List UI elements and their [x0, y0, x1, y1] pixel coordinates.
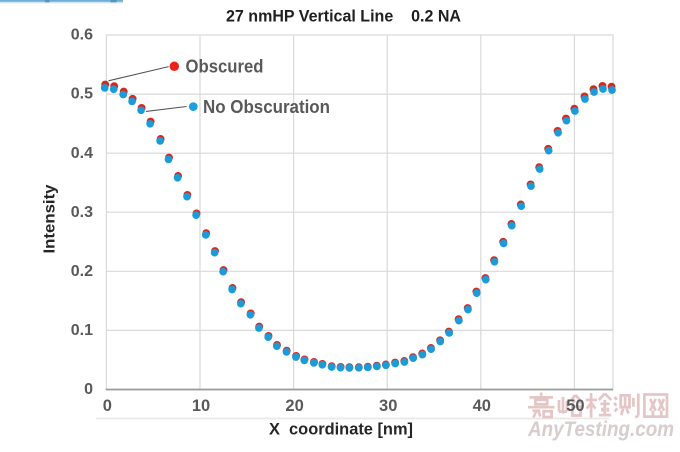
svg-text:No Obscuration: No Obscuration: [203, 97, 330, 117]
svg-text:20: 20: [285, 397, 303, 415]
svg-text:0.1: 0.1: [71, 322, 93, 339]
svg-text:0.5: 0.5: [71, 86, 93, 103]
svg-text:0.6: 0.6: [71, 27, 93, 44]
svg-text:0.2: 0.2: [71, 263, 93, 280]
svg-text:40: 40: [473, 397, 491, 415]
svg-text:X coordinate [nm]: X coordinate [nm]: [269, 420, 413, 439]
svg-text:0.4: 0.4: [71, 145, 93, 162]
svg-text:10: 10: [192, 397, 210, 415]
svg-text:Obscured: Obscured: [186, 56, 264, 76]
svg-text:30: 30: [379, 397, 397, 415]
svg-text:0: 0: [103, 397, 112, 415]
svg-text:0.3: 0.3: [71, 204, 93, 221]
svg-text:Intensity: Intensity: [42, 184, 59, 253]
svg-text:27 nmHP Vertical Line 0.2 N: 27 nmHP Vertical Line 0.2 NA: [226, 7, 461, 25]
svg-text:0: 0: [84, 381, 93, 398]
svg-text:50: 50: [566, 397, 584, 415]
svg-text:AnyTesting.com: AnyTesting.com: [527, 418, 674, 441]
